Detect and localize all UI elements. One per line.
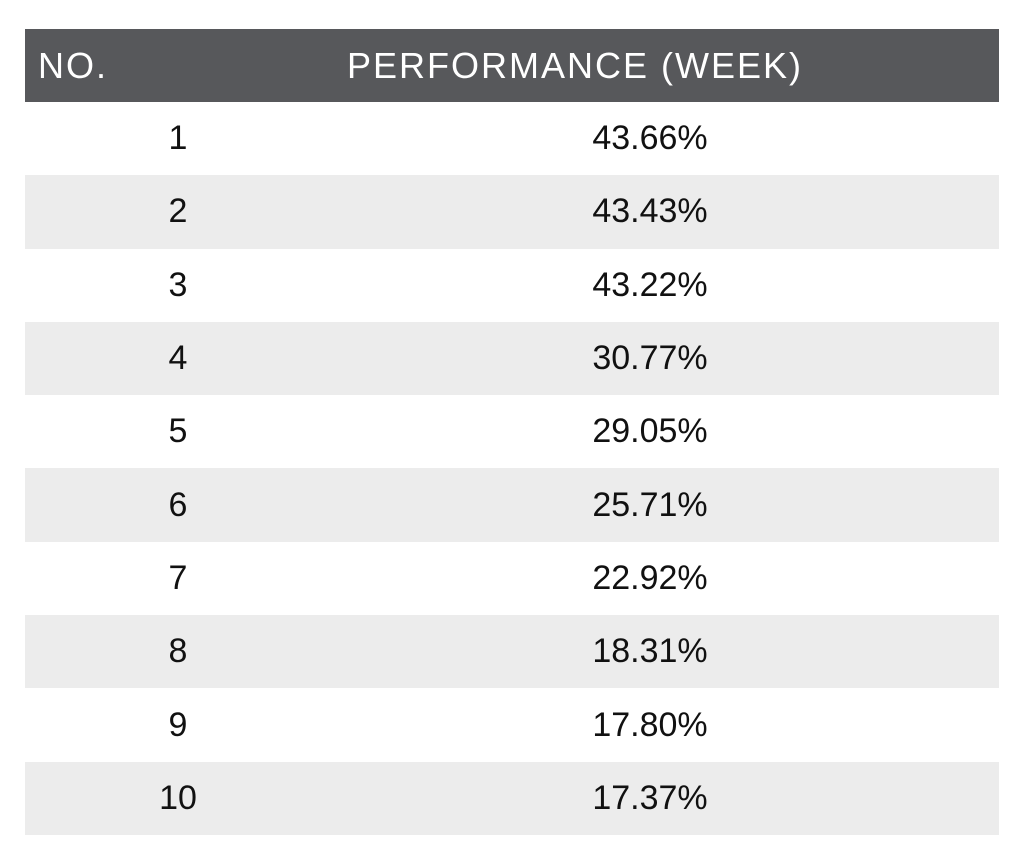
table-row: 5 29.05% [25, 395, 999, 468]
row-performance: 30.77% [592, 339, 708, 378]
table-row: 8 18.31% [25, 615, 999, 689]
row-performance: 25.71% [592, 485, 708, 524]
row-number: 9 [168, 705, 188, 744]
table-row: 4 30.77% [25, 321, 999, 396]
performance-table: NO. PERFORMANCE (WEEK) 1 43.66% 2 43.43%… [25, 29, 999, 835]
row-performance: 17.80% [592, 705, 708, 744]
row-number: 5 [168, 412, 188, 451]
row-performance: 18.31% [592, 632, 708, 671]
row-number: 4 [168, 339, 188, 378]
row-performance: 29.05% [592, 412, 708, 451]
header-performance: PERFORMANCE (WEEK) [347, 44, 804, 86]
row-performance: 43.43% [592, 192, 708, 231]
table-row: 6 25.71% [25, 468, 999, 542]
header-no: NO. [38, 44, 109, 86]
table-header: NO. PERFORMANCE (WEEK) [25, 29, 999, 102]
row-performance: 43.66% [592, 119, 708, 158]
row-number: 10 [159, 778, 197, 817]
row-number: 3 [168, 265, 188, 304]
row-number: 2 [168, 192, 188, 231]
table-row: 10 17.37% [25, 761, 999, 835]
table-row: 9 17.80% [25, 688, 999, 761]
row-number: 6 [168, 485, 188, 524]
row-number: 1 [168, 119, 188, 158]
table-row: 2 43.43% [25, 175, 999, 249]
table-row: 3 43.22% [25, 249, 999, 322]
row-performance: 17.37% [592, 778, 708, 817]
row-number: 8 [168, 632, 188, 671]
table-row: 7 22.92% [25, 542, 999, 615]
row-number: 7 [168, 558, 188, 597]
row-performance: 22.92% [592, 558, 708, 597]
row-performance: 43.22% [592, 265, 708, 304]
table-row: 1 43.66% [25, 102, 999, 175]
